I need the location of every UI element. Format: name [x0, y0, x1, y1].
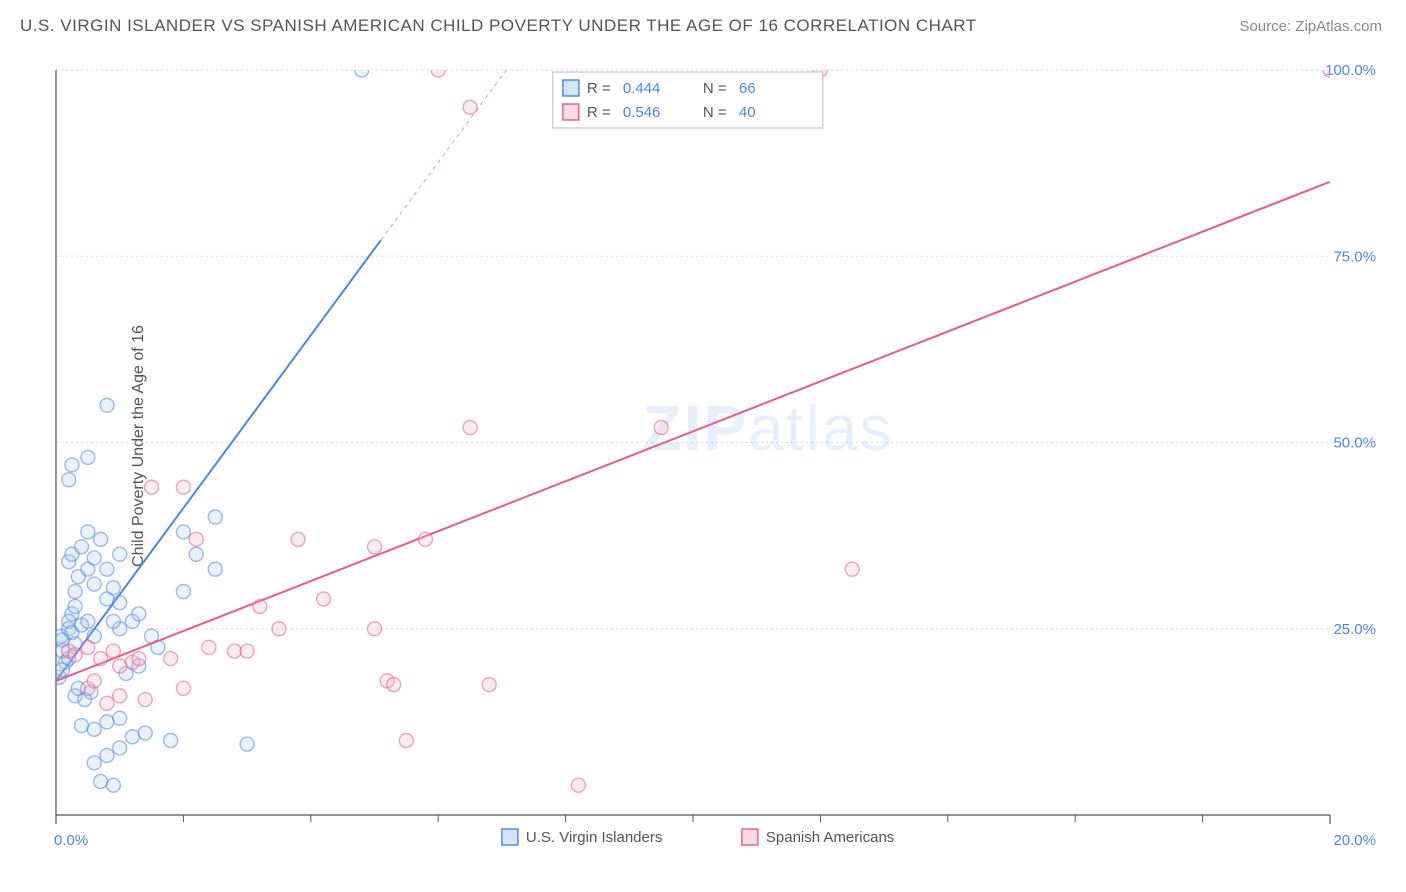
- svg-text:N =: N =: [703, 80, 727, 97]
- svg-text:U.S. Virgin Islanders: U.S. Virgin Islanders: [526, 829, 662, 846]
- svg-text:Spanish Americans: Spanish Americans: [766, 829, 894, 846]
- svg-text:75.0%: 75.0%: [1333, 248, 1376, 265]
- svg-text:R =: R =: [587, 104, 611, 121]
- svg-text:N =: N =: [703, 104, 727, 121]
- svg-text:25.0%: 25.0%: [1333, 621, 1376, 638]
- stat-legend: R = 0.444 N = 66 R = 0.546 N = 40: [553, 72, 823, 128]
- svg-text:50.0%: 50.0%: [1333, 435, 1376, 452]
- svg-text:0.546: 0.546: [623, 104, 661, 121]
- plot-area: 25.0%50.0%75.0%100.0%0.0%20.0%ZIPatlasR …: [50, 60, 1386, 860]
- svg-text:100.0%: 100.0%: [1325, 62, 1376, 79]
- svg-text:R =: R =: [587, 80, 611, 97]
- svg-text:66: 66: [739, 80, 756, 97]
- source-label: Source: ZipAtlas.com: [1239, 18, 1382, 35]
- svg-text:40: 40: [739, 104, 756, 121]
- svg-text:0.444: 0.444: [623, 80, 661, 97]
- chart-title: U.S. VIRGIN ISLANDER VS SPANISH AMERICAN…: [20, 16, 977, 36]
- svg-text:20.0%: 20.0%: [1333, 832, 1376, 849]
- svg-text:0.0%: 0.0%: [54, 832, 88, 849]
- bottom-legend: U.S. Virgin Islanders Spanish Americans: [502, 829, 894, 846]
